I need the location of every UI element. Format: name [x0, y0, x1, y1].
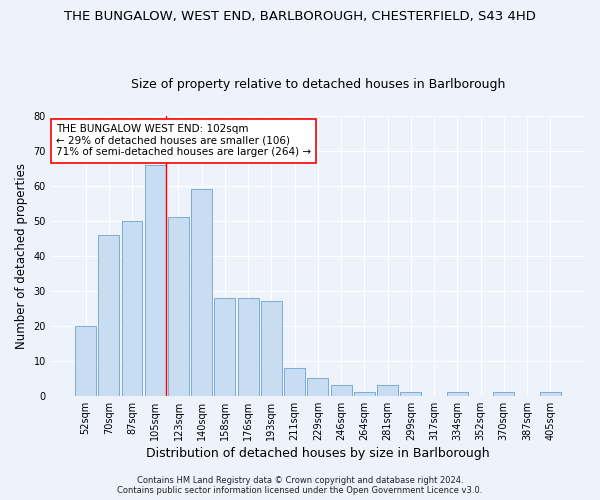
Bar	[354, 392, 375, 396]
Bar	[284, 368, 305, 396]
Text: THE BUNGALOW, WEST END, BARLBOROUGH, CHESTERFIELD, S43 4HD: THE BUNGALOW, WEST END, BARLBOROUGH, CHE…	[64, 10, 536, 23]
Bar	[493, 392, 514, 396]
Bar	[168, 218, 189, 396]
Text: Contains HM Land Registry data © Crown copyright and database right 2024.
Contai: Contains HM Land Registry data © Crown c…	[118, 476, 482, 495]
Bar	[122, 221, 142, 396]
Bar	[214, 298, 235, 396]
Bar	[98, 235, 119, 396]
X-axis label: Distribution of detached houses by size in Barlborough: Distribution of detached houses by size …	[146, 447, 490, 460]
Bar	[145, 165, 166, 396]
Bar	[377, 386, 398, 396]
Text: THE BUNGALOW WEST END: 102sqm
← 29% of detached houses are smaller (106)
71% of : THE BUNGALOW WEST END: 102sqm ← 29% of d…	[56, 124, 311, 158]
Bar	[331, 386, 352, 396]
Title: Size of property relative to detached houses in Barlborough: Size of property relative to detached ho…	[131, 78, 505, 91]
Bar	[191, 190, 212, 396]
Bar	[238, 298, 259, 396]
Bar	[447, 392, 468, 396]
Bar	[400, 392, 421, 396]
Y-axis label: Number of detached properties: Number of detached properties	[15, 163, 28, 349]
Bar	[261, 302, 282, 396]
Bar	[540, 392, 561, 396]
Bar	[75, 326, 96, 396]
Bar	[307, 378, 328, 396]
